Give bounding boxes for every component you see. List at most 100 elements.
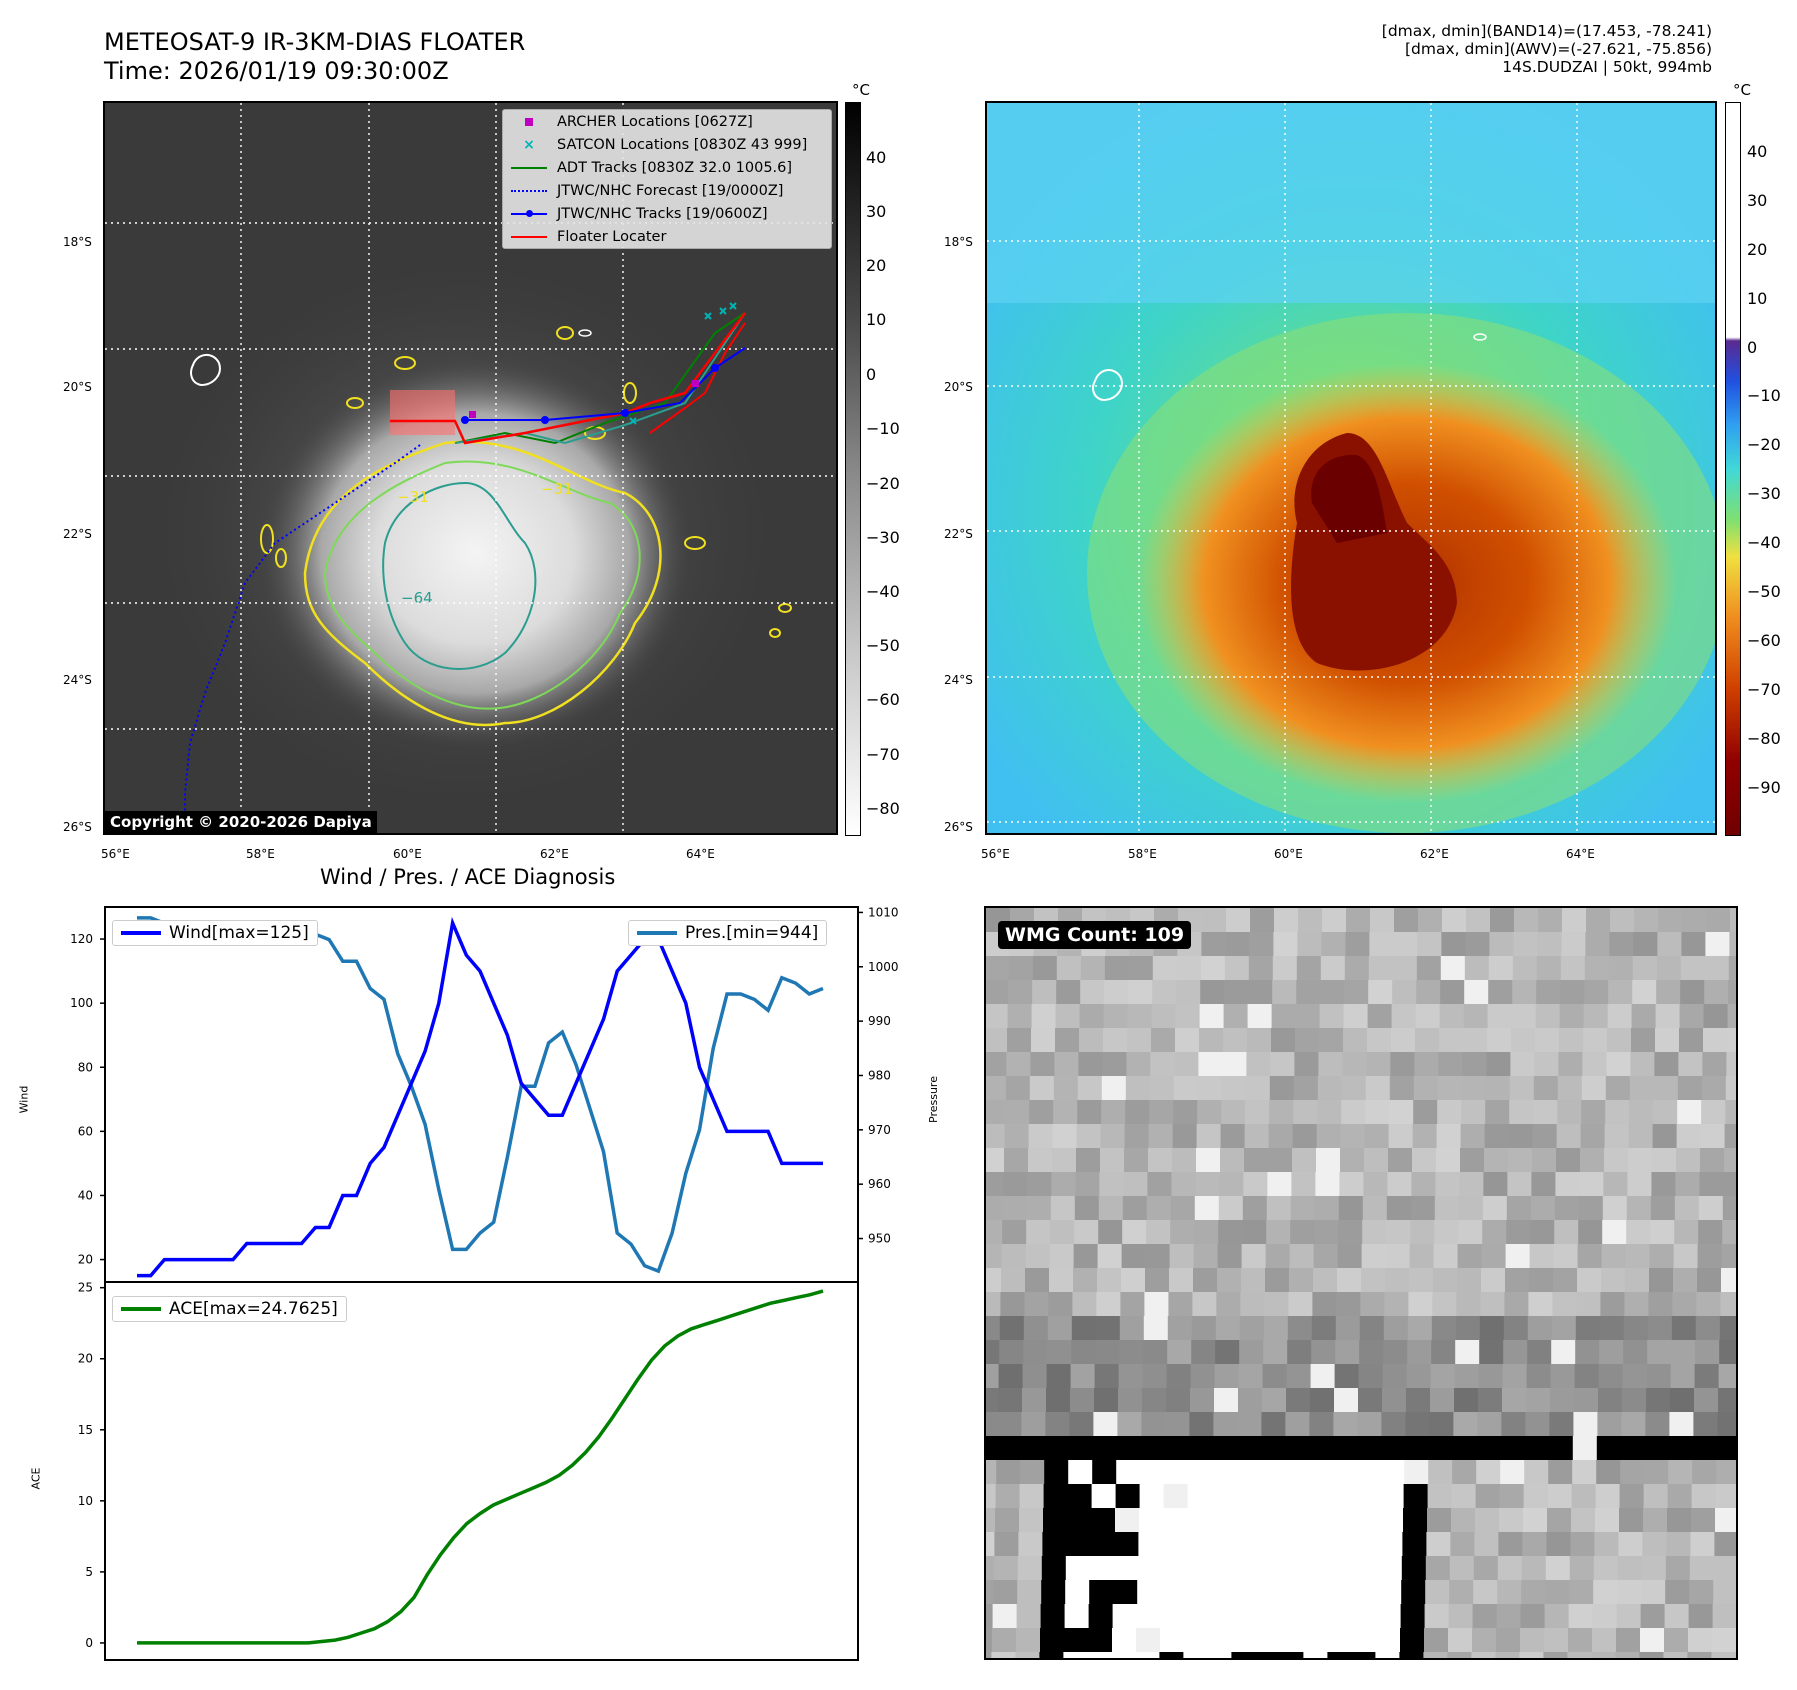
wmg-pixel	[986, 1196, 1004, 1221]
wmg-pixel	[1668, 1460, 1694, 1485]
wmg-pixel	[1623, 1316, 1649, 1341]
wmg-pixel	[1649, 1268, 1674, 1293]
wmg-pixel	[1097, 1244, 1123, 1269]
ace-plot-frame	[104, 1281, 859, 1661]
wmg-pixel	[1099, 1172, 1125, 1197]
awv-lat-22: 22°S	[944, 527, 973, 541]
awv-lon-56: 56°E	[981, 847, 1010, 861]
wmg-pixel	[1032, 980, 1058, 1005]
wmg-pixel	[1185, 1556, 1211, 1581]
wmg-pixel	[1328, 1628, 1353, 1653]
ir-lat-20: 20°S	[63, 380, 92, 394]
wmg-pixel	[1399, 1652, 1425, 1658]
wmg-pixel	[1368, 980, 1394, 1005]
wmg-pixel	[1466, 908, 1491, 933]
wmg-pixel	[1024, 1292, 1050, 1317]
wmg-pixel	[1265, 1268, 1290, 1293]
wmg-pixel	[1437, 1100, 1463, 1125]
wmg-pixel	[1487, 1004, 1513, 1029]
wmg-pixel	[1268, 1124, 1294, 1149]
ace-plot: 0 5 10 15 20 25	[78, 1281, 859, 1661]
wmg-pixel	[1209, 1580, 1235, 1605]
wmg-pixel	[1100, 1124, 1126, 1149]
wmg-pixel	[1385, 1268, 1410, 1293]
wmg-pixel	[1581, 1100, 1607, 1125]
wmg-pixel	[1104, 956, 1130, 981]
wmg-pixel	[994, 1532, 1020, 1557]
wmg-pixel	[1380, 1460, 1406, 1485]
wmg-pixel	[1328, 1604, 1354, 1629]
wind-legend-line-icon	[121, 931, 161, 935]
wmg-pixel	[1432, 1292, 1458, 1317]
wmg-pixel	[1208, 1604, 1234, 1629]
wmg-pixel	[1424, 1628, 1449, 1653]
awv-cb-m70: −70	[1747, 680, 1781, 699]
wmg-pixel	[1580, 1148, 1605, 1173]
wmg-pixel	[1478, 1388, 1503, 1413]
legend-jtwc-forecast-label: JTWC/NHC Forecast [19/0000Z]	[557, 182, 784, 199]
wmg-pixel	[993, 1556, 1019, 1581]
wmg-pixel	[1146, 1220, 1172, 1245]
wmg-pixel	[1497, 1556, 1523, 1581]
wmg-pixel	[1322, 908, 1347, 933]
wmg-pixel	[1047, 1316, 1073, 1341]
wmg-pixel	[1425, 1556, 1451, 1581]
wind-legend-label: Wind[max=125]	[169, 923, 309, 943]
wmg-pixel	[1079, 1004, 1105, 1029]
wmg-pixel	[1148, 1148, 1173, 1173]
wmg-pixel	[1535, 1004, 1561, 1029]
wmg-pixel	[1667, 1508, 1692, 1533]
wmg-pixel	[1706, 908, 1731, 933]
wmg-pixel	[1065, 1580, 1091, 1605]
wmg-pixel	[1387, 1172, 1413, 1197]
wmg-pixel	[1335, 1316, 1361, 1341]
wmg-pixel	[1726, 1052, 1736, 1077]
ir-lat-26: 26°S	[63, 820, 92, 834]
wmg-pixel	[986, 1172, 1005, 1197]
awv-lon-60: 60°E	[1274, 847, 1303, 861]
wmg-pixel	[986, 1652, 993, 1658]
diagnosis-chart: 20 40 60 80 100 120 950 960 970 980 990 1000 1010 0 5…	[70, 905, 899, 1661]
awv-cb-m60: −60	[1747, 631, 1781, 650]
wmg-pixel	[1358, 1388, 1383, 1413]
wmg-pixel	[1365, 1076, 1391, 1101]
wmg-pixel	[1390, 1052, 1416, 1077]
wmg-pixel	[1521, 1580, 1547, 1605]
wmg-pixel	[1188, 1436, 1214, 1461]
wmg-pixel	[1428, 1460, 1454, 1485]
wmg-pixel	[1272, 956, 1298, 981]
wmg-pixel	[1259, 1484, 1285, 1509]
wmg-pixel	[986, 980, 1010, 1005]
wmg-pixel	[1520, 1628, 1545, 1653]
wmg-pixel	[1262, 1388, 1287, 1413]
wmg-pixel	[1579, 1172, 1605, 1197]
wmg-pixel	[986, 1508, 996, 1533]
wmg-pixel	[1675, 1172, 1701, 1197]
wmg-pixel	[1438, 1052, 1464, 1077]
wmg-pixel	[986, 1460, 998, 1485]
wmg-pixel	[1534, 1052, 1560, 1077]
wmg-pixel	[1655, 1004, 1681, 1029]
wmg-pixel	[1216, 1292, 1242, 1317]
wmg-pixel	[1112, 1628, 1137, 1653]
wmg-pixel	[1343, 1028, 1368, 1053]
wmg-pixel	[1647, 1340, 1673, 1365]
wmg-pixel	[992, 1604, 1018, 1629]
wmg-pixel	[1599, 1340, 1625, 1365]
wmg-pixel	[1506, 1220, 1532, 1245]
wmg-pixel	[1403, 1484, 1429, 1509]
wmg-pixel	[1645, 1412, 1671, 1437]
awv-cb-30: 30	[1747, 191, 1768, 210]
awv-cb-m10: −10	[1747, 386, 1781, 405]
pres-tick-label: 960	[868, 1177, 891, 1191]
wmg-pixel	[1620, 1436, 1646, 1461]
pres-tick-label: 990	[868, 1014, 891, 1028]
wmg-pixel	[1592, 1604, 1618, 1629]
wmg-pixel	[1072, 1292, 1098, 1317]
awv-cb-m50: −50	[1747, 582, 1781, 601]
pres-tick-label: 950	[868, 1232, 891, 1246]
wmg-pixel	[1462, 1052, 1488, 1077]
wmg-pixel	[1410, 1196, 1436, 1221]
wmg-pixel	[1172, 1124, 1198, 1149]
wmg-pixel	[1065, 1556, 1091, 1581]
